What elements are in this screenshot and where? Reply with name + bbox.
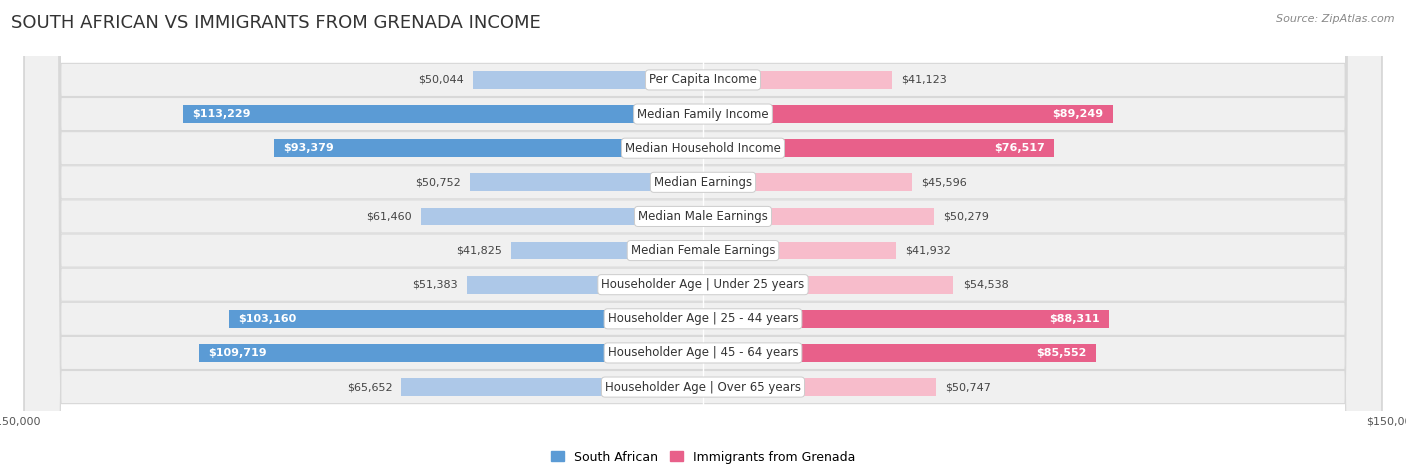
Text: $93,379: $93,379 [283, 143, 335, 153]
Bar [274, 139, 703, 157]
Text: $51,383: $51,383 [412, 280, 458, 290]
Text: $113,229: $113,229 [193, 109, 250, 119]
Text: $41,825: $41,825 [456, 246, 502, 255]
Text: Householder Age | Under 25 years: Householder Age | Under 25 years [602, 278, 804, 291]
Text: $109,719: $109,719 [208, 348, 267, 358]
FancyBboxPatch shape [24, 0, 1382, 467]
Text: $103,160: $103,160 [239, 314, 297, 324]
Bar [703, 207, 934, 225]
Bar [470, 173, 703, 191]
Text: $50,747: $50,747 [945, 382, 991, 392]
Bar [703, 276, 953, 294]
Bar [200, 344, 703, 362]
Text: Source: ZipAtlas.com: Source: ZipAtlas.com [1277, 14, 1395, 24]
Text: $50,279: $50,279 [943, 212, 988, 221]
Bar [703, 105, 1114, 123]
Bar [703, 139, 1054, 157]
Text: $61,460: $61,460 [366, 212, 412, 221]
Bar [402, 378, 703, 396]
FancyBboxPatch shape [24, 0, 1382, 467]
Text: $45,596: $45,596 [921, 177, 967, 187]
Text: $50,044: $50,044 [418, 75, 464, 85]
Text: $76,517: $76,517 [994, 143, 1045, 153]
Bar [703, 173, 912, 191]
Bar [703, 242, 896, 260]
Text: $89,249: $89,249 [1053, 109, 1104, 119]
Bar [703, 344, 1095, 362]
FancyBboxPatch shape [24, 0, 1382, 467]
Text: $54,538: $54,538 [963, 280, 1008, 290]
FancyBboxPatch shape [24, 0, 1382, 467]
Bar [703, 310, 1108, 328]
Bar [703, 71, 891, 89]
Text: $50,752: $50,752 [415, 177, 461, 187]
Bar [467, 276, 703, 294]
Text: Median Family Income: Median Family Income [637, 107, 769, 120]
Text: Householder Age | 45 - 64 years: Householder Age | 45 - 64 years [607, 347, 799, 360]
FancyBboxPatch shape [24, 0, 1382, 467]
Text: Median Household Income: Median Household Income [626, 142, 780, 155]
FancyBboxPatch shape [24, 0, 1382, 467]
FancyBboxPatch shape [24, 0, 1382, 467]
Bar [229, 310, 703, 328]
Bar [183, 105, 703, 123]
Text: Median Earnings: Median Earnings [654, 176, 752, 189]
Text: $65,652: $65,652 [347, 382, 392, 392]
Text: $41,123: $41,123 [901, 75, 946, 85]
FancyBboxPatch shape [24, 0, 1382, 467]
Bar [510, 242, 703, 260]
Text: Householder Age | Over 65 years: Householder Age | Over 65 years [605, 381, 801, 394]
Text: Median Male Earnings: Median Male Earnings [638, 210, 768, 223]
Text: SOUTH AFRICAN VS IMMIGRANTS FROM GRENADA INCOME: SOUTH AFRICAN VS IMMIGRANTS FROM GRENADA… [11, 14, 541, 32]
Text: $41,932: $41,932 [905, 246, 950, 255]
Text: Median Female Earnings: Median Female Earnings [631, 244, 775, 257]
FancyBboxPatch shape [24, 0, 1382, 467]
Text: Per Capita Income: Per Capita Income [650, 73, 756, 86]
Bar [703, 378, 936, 396]
Text: $88,311: $88,311 [1049, 314, 1099, 324]
Text: Householder Age | 25 - 44 years: Householder Age | 25 - 44 years [607, 312, 799, 325]
Legend: South African, Immigrants from Grenada: South African, Immigrants from Grenada [546, 446, 860, 467]
Text: $85,552: $85,552 [1036, 348, 1087, 358]
Bar [420, 207, 703, 225]
Bar [474, 71, 703, 89]
FancyBboxPatch shape [24, 0, 1382, 467]
